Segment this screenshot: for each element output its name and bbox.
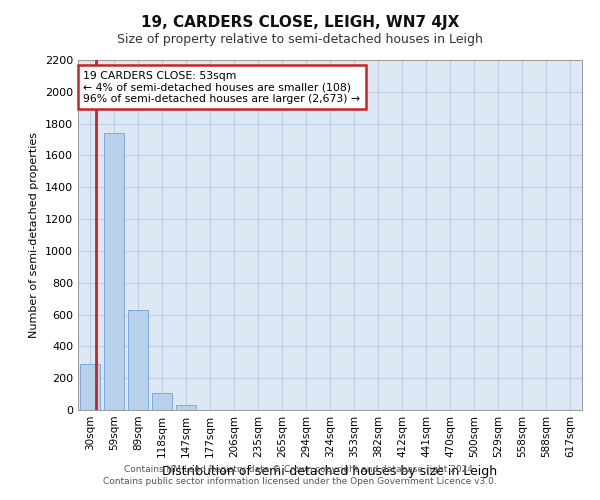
Text: Contains public sector information licensed under the Open Government Licence v3: Contains public sector information licen… [103,477,497,486]
Text: 19 CARDERS CLOSE: 53sqm
← 4% of semi-detached houses are smaller (108)
96% of se: 19 CARDERS CLOSE: 53sqm ← 4% of semi-det… [83,70,360,104]
Bar [104,133,124,410]
Y-axis label: Number of semi-detached properties: Number of semi-detached properties [29,132,40,338]
Bar [128,310,148,410]
X-axis label: Distribution of semi-detached houses by size in Leigh: Distribution of semi-detached houses by … [163,466,497,478]
Text: Contains HM Land Registry data © Crown copyright and database right 2024.: Contains HM Land Registry data © Crown c… [124,466,476,474]
Bar [152,394,172,410]
Bar [176,405,196,410]
Text: 19, CARDERS CLOSE, LEIGH, WN7 4JX: 19, CARDERS CLOSE, LEIGH, WN7 4JX [141,15,459,30]
Bar [80,364,100,410]
Text: Size of property relative to semi-detached houses in Leigh: Size of property relative to semi-detach… [117,32,483,46]
